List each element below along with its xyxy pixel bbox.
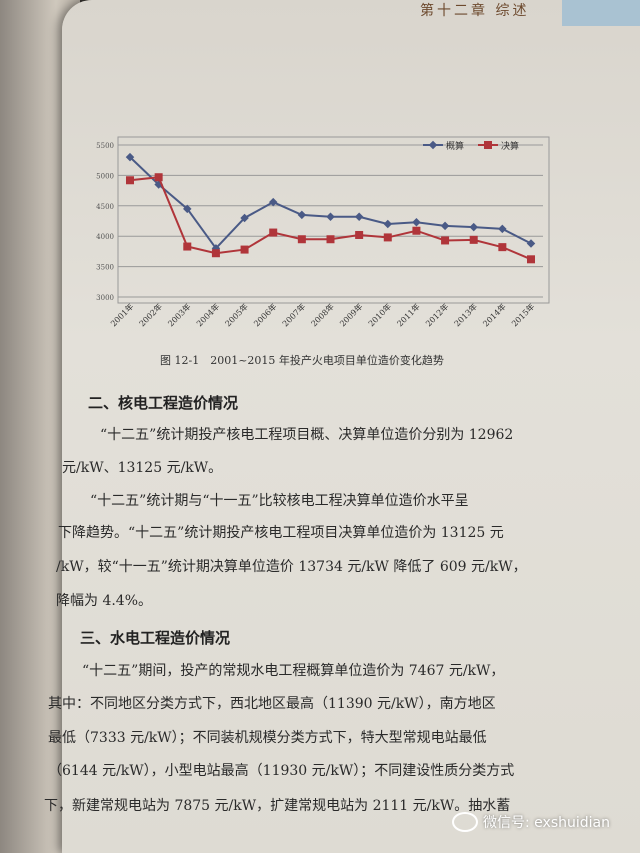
data-point — [326, 235, 335, 244]
data-point — [354, 212, 364, 221]
data-point — [126, 176, 134, 185]
data-point — [183, 242, 192, 251]
data-point — [441, 236, 450, 245]
legend-marker — [428, 140, 438, 150]
data-point — [326, 212, 335, 221]
x-tick-label: 2013年 — [452, 301, 479, 328]
x-tick-label: 2011年 — [395, 301, 422, 328]
data-point — [183, 204, 192, 214]
book-page — [62, 0, 640, 853]
x-tick-label: 2002年 — [137, 301, 164, 328]
chapter-header: 第十二章 综述 — [420, 3, 530, 19]
x-tick-label: 2001年 — [108, 301, 135, 328]
data-point — [383, 233, 392, 242]
watermark-text: 微信号: exshuidian — [483, 815, 610, 831]
paragraph-line: （6144 元/kW），小型电站最高（11930 元/kW）；不同建设性质分类方… — [48, 763, 515, 779]
data-point — [412, 217, 421, 227]
data-point — [527, 255, 535, 264]
paragraph-line: 元/kW、13125 元/kW。 — [62, 460, 223, 476]
data-point — [469, 222, 478, 232]
data-point — [154, 173, 163, 182]
x-tick-label: 2010年 — [366, 301, 393, 328]
x-tick-label: 2012年 — [423, 301, 450, 328]
legend-label: 决算 — [501, 140, 519, 152]
paragraph-line: “十二五”期间，投产的常规水电工程概算单位造价为 7467 元/kW， — [82, 663, 505, 679]
y-tick-label: 4500 — [96, 203, 114, 211]
data-point — [269, 228, 278, 237]
x-tick-label: 2015年 — [509, 301, 536, 328]
plot-frame — [117, 136, 550, 304]
paragraph-line: /kW，较“十一五”统计期决算单位造价 13734 元/kW 降低了 609 元… — [56, 559, 527, 575]
data-point — [240, 213, 249, 223]
paragraph-line: “十二五”统计期投产核电工程项目概、决算单位造价分别为 12962 — [100, 427, 514, 443]
paragraph-line: 下降趋势。“十二五”统计期投产核电工程项目决算单位造价为 13125 元 — [58, 525, 504, 541]
x-tick-label: 2004年 — [194, 301, 221, 328]
data-point — [498, 224, 507, 234]
paragraph-line: 下，新建常规电站为 7875 元/kW，扩建常规电站为 2111 元/kW。抽水… — [44, 798, 511, 814]
data-point — [383, 219, 393, 229]
x-tick-label: 2009年 — [337, 301, 364, 328]
y-tick-label: 5000 — [96, 172, 114, 180]
data-point — [355, 230, 364, 239]
data-point — [498, 243, 507, 252]
chapter-tab — [562, 0, 640, 26]
data-point — [297, 210, 307, 220]
y-tick-label: 3500 — [96, 264, 114, 272]
x-tick-label: 2014年 — [481, 301, 508, 328]
data-point — [297, 235, 306, 244]
legend-label: 概算 — [446, 140, 464, 152]
x-tick-label: 2007年 — [280, 301, 307, 328]
data-point — [268, 197, 278, 207]
y-tick-label: 5500 — [96, 142, 114, 150]
data-point — [526, 239, 536, 248]
x-tick-label: 2005年 — [223, 301, 250, 328]
paragraph-line: 最低（7333 元/kW）；不同装机规模分类方式下，特大型常规电站最低 — [48, 730, 487, 746]
paragraph-line: “十二五”统计期与“十一五”比较核电工程决算单位造价水平呈 — [90, 493, 469, 509]
paragraph-line: 降幅为 4.4%。 — [56, 593, 153, 609]
paragraph-line: 其中：不同地区分类方式下，西北地区最高（11390 元/kW），南方地区 — [48, 696, 496, 712]
section-heading: 三、水电工程造价情况 — [80, 629, 231, 647]
data-point — [440, 221, 450, 231]
series-line-0 — [129, 156, 532, 250]
data-point — [469, 235, 478, 244]
x-tick-label: 2003年 — [166, 301, 193, 328]
x-tick-label: 2006年 — [252, 301, 279, 328]
legend-marker — [484, 141, 492, 149]
figure-caption: 图 12-1 2001~2015 年投产火电项目单位造价变化趋势 — [160, 354, 444, 367]
wechat-icon — [452, 812, 478, 832]
section-heading: 二、核电工程造价情况 — [88, 394, 239, 412]
x-tick-label: 2008年 — [309, 301, 336, 328]
y-tick-label: 4000 — [96, 233, 114, 241]
watermark: 微信号: exshuidian — [452, 812, 610, 832]
data-point — [211, 249, 220, 258]
data-point — [412, 226, 421, 235]
y-tick-label: 3000 — [96, 294, 114, 302]
data-point — [240, 245, 249, 254]
